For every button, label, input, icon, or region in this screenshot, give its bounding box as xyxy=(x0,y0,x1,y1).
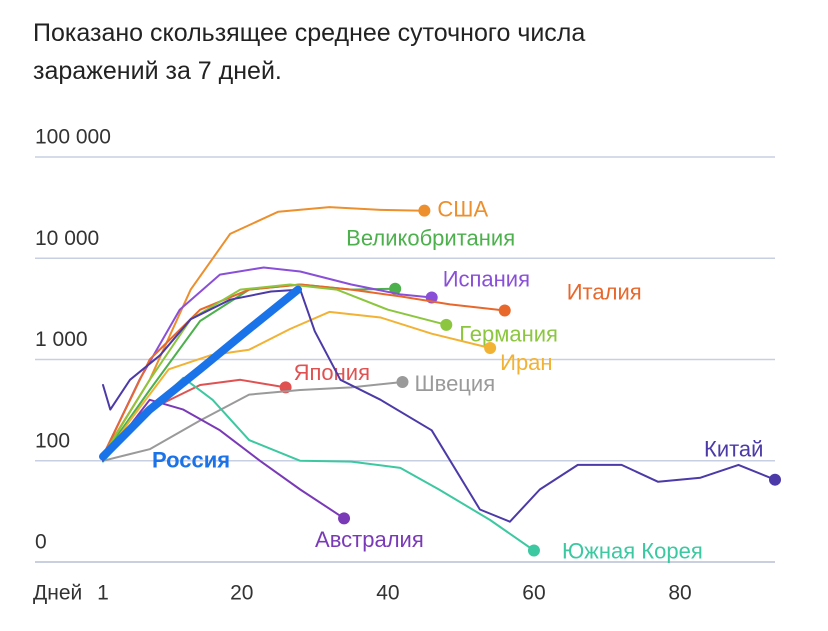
end-dot xyxy=(389,282,402,295)
end-dot xyxy=(484,341,497,354)
series-label: Китай xyxy=(704,437,763,462)
series-label: Австралия xyxy=(315,527,424,552)
series-label: США xyxy=(437,196,488,221)
series-label: Южная Корея xyxy=(562,538,703,563)
x-tick-label: 1 xyxy=(97,582,109,605)
x-tick-label: 40 xyxy=(376,582,399,605)
series-line xyxy=(99,285,302,461)
end-dot xyxy=(418,204,431,217)
y-tick-label: 10 000 xyxy=(35,227,99,250)
series-line xyxy=(102,288,776,523)
end-dot xyxy=(338,512,351,525)
series-label: Великобритания xyxy=(346,226,515,251)
series-label: Италия xyxy=(567,279,642,304)
chart-title: Показано скользящее среднее суточного чи… xyxy=(33,19,586,85)
series-line xyxy=(102,310,492,460)
series-label: Швеция xyxy=(414,371,495,396)
series-label: Иран xyxy=(500,350,552,375)
series-line xyxy=(102,283,506,457)
end-dot xyxy=(498,304,511,317)
series-line xyxy=(102,206,426,456)
x-axis-label: Дней xyxy=(33,582,82,605)
end-dot xyxy=(396,375,409,388)
series-line xyxy=(102,398,345,520)
end-dot xyxy=(440,318,453,331)
end-dot xyxy=(527,544,540,557)
y-tick-label: 100 xyxy=(35,429,70,452)
series-line xyxy=(102,283,448,457)
x-tick-label: 20 xyxy=(230,582,253,605)
y-tick-label: 100 000 xyxy=(35,126,111,149)
series-line xyxy=(102,381,404,462)
x-tick-label: 60 xyxy=(522,582,545,605)
series-label: Германия xyxy=(459,322,558,347)
x-tick-label: 80 xyxy=(668,582,691,605)
y-tick-label: 0 xyxy=(35,531,47,554)
series-label: Испания xyxy=(443,266,530,291)
series-label: Россия xyxy=(152,447,230,472)
y-tick-label: 1 000 xyxy=(35,328,88,351)
end-dot xyxy=(769,473,781,486)
